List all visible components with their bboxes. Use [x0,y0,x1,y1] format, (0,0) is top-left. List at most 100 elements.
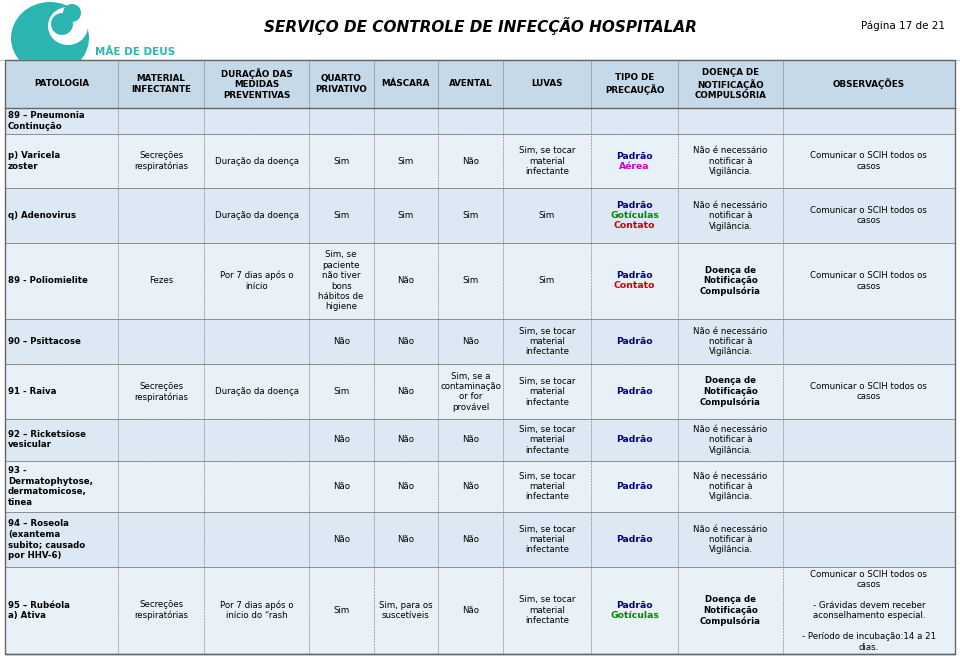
Bar [5,567,118,654]
Bar [782,319,955,364]
Text: Padrão: Padrão [616,482,653,491]
Bar [204,60,309,108]
Bar [5,108,118,134]
Bar [439,60,503,108]
Bar [439,461,503,512]
Text: Sim, para os
suscetíveis: Sim, para os suscetíveis [379,601,433,620]
Bar [590,364,679,419]
Bar [118,108,204,134]
Bar [679,60,782,108]
Bar [503,60,590,108]
Bar [5,243,955,319]
Text: Sim: Sim [539,276,555,285]
Bar [590,108,679,134]
Bar [118,188,204,243]
Bar [373,134,439,188]
Text: Sim: Sim [463,211,479,220]
Bar [373,188,439,243]
Bar [373,243,439,319]
Text: Duração da doença: Duração da doença [215,387,299,396]
Bar [309,567,373,654]
Text: QUARTO
PRIVATIVO: QUARTO PRIVATIVO [315,74,367,94]
Text: Gotículas: Gotículas [610,211,659,220]
Text: Sim, se tocar
material
infectante: Sim, se tocar material infectante [518,146,575,176]
Text: Comunicar o SCIH todos os
casos

- Grávidas devem receber
aconselhamento especia: Comunicar o SCIH todos os casos - Grávid… [802,570,936,651]
Text: MÁSCARA: MÁSCARA [382,79,430,89]
Bar [5,243,118,319]
Text: Não é necessário
notificar à
Vigilância.: Não é necessário notificar à Vigilância. [693,201,768,230]
Bar [503,108,590,134]
Text: PATOLOGIA: PATOLOGIA [34,79,89,89]
Text: Secreções
respiratórias: Secreções respiratórias [134,382,188,401]
Text: OBSERVAÇÕES: OBSERVAÇÕES [833,79,905,89]
Text: Duração da doença: Duração da doença [215,157,299,165]
Text: Padrão: Padrão [616,272,653,280]
Text: Não: Não [397,535,415,544]
Bar [503,461,590,512]
Bar [118,364,204,419]
Bar [5,461,118,512]
Ellipse shape [48,7,88,45]
Bar [118,461,204,512]
Text: Padrão: Padrão [616,152,653,161]
Text: Comunicar o SCIH todos os
casos: Comunicar o SCIH todos os casos [810,206,927,226]
Text: Padrão: Padrão [616,436,653,444]
Bar [679,108,782,134]
Bar [309,108,373,134]
Bar [204,319,309,364]
Text: Não: Não [333,482,349,491]
Bar [5,419,955,461]
Bar [590,419,679,461]
Bar [118,134,204,188]
Bar [204,512,309,567]
Text: Comunicar o SCIH todos os
casos: Comunicar o SCIH todos os casos [810,271,927,291]
Circle shape [63,4,81,22]
Text: 89 – Pneumonia
Continução: 89 – Pneumonia Continução [8,111,84,131]
Text: 91 - Raiva: 91 - Raiva [8,387,57,396]
Bar [373,319,439,364]
Text: Sim: Sim [333,606,349,615]
Text: Contato: Contato [613,221,656,230]
Text: SERVIÇO DE CONTROLE DE INFECÇÃO HOSPITALAR: SERVIÇO DE CONTROLE DE INFECÇÃO HOSPITAL… [264,17,696,35]
Bar [679,512,782,567]
Bar [5,461,955,512]
Bar [204,567,309,654]
Bar [309,512,373,567]
Text: Não: Não [462,482,479,491]
Bar [782,364,955,419]
Bar [5,512,118,567]
Text: TIPO DE
PRECAUÇÃO: TIPO DE PRECAUÇÃO [605,73,664,95]
Text: p) Varicela
zoster: p) Varicela zoster [8,152,60,171]
Text: Doença de
Notificação
Compulsória: Doença de Notificação Compulsória [700,377,761,407]
Text: Sim: Sim [463,276,479,285]
Text: Sim, se
paciente
não tiver
bons
hábitos de
higiene: Sim, se paciente não tiver bons hábitos … [319,251,364,312]
Bar [439,188,503,243]
Bar [679,419,782,461]
Bar [204,188,309,243]
Text: Não: Não [333,436,349,444]
Text: Padrão: Padrão [616,601,653,610]
Text: Não: Não [333,337,349,346]
Bar [439,134,503,188]
Bar [590,243,679,319]
Text: 93 -
Dermatophytose,
dermatomicose,
tinea: 93 - Dermatophytose, dermatomicose, tine… [8,466,93,506]
Text: Sim, se tocar
material
infectante: Sim, se tocar material infectante [518,327,575,356]
Bar [782,419,955,461]
Bar [679,243,782,319]
Text: q) Adenovirus: q) Adenovirus [8,211,76,220]
Bar [373,567,439,654]
Bar [679,567,782,654]
Text: Sim, se a
contaminação
or for
provável: Sim, se a contaminação or for provável [441,371,501,412]
Text: Aérea: Aérea [619,161,650,171]
Text: Fezes: Fezes [149,276,173,285]
Bar [503,188,590,243]
Bar [204,134,309,188]
Bar [118,243,204,319]
Text: Sim: Sim [539,211,555,220]
Text: Não: Não [397,387,415,396]
Bar [309,134,373,188]
Text: Não: Não [462,436,479,444]
Text: Não: Não [397,337,415,346]
Bar [782,188,955,243]
Bar [309,461,373,512]
